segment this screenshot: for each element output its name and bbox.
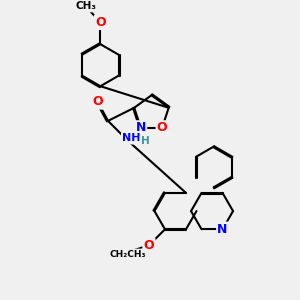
Text: O: O	[92, 95, 103, 108]
Text: N: N	[218, 223, 228, 236]
Text: O: O	[95, 16, 106, 29]
Text: CH₃: CH₃	[75, 1, 96, 11]
Text: O: O	[157, 122, 167, 134]
Text: CH₂CH₃: CH₂CH₃	[110, 250, 146, 259]
Text: N: N	[136, 122, 146, 134]
Text: H: H	[141, 136, 149, 146]
Text: NH: NH	[122, 134, 141, 143]
Text: O: O	[144, 239, 154, 252]
